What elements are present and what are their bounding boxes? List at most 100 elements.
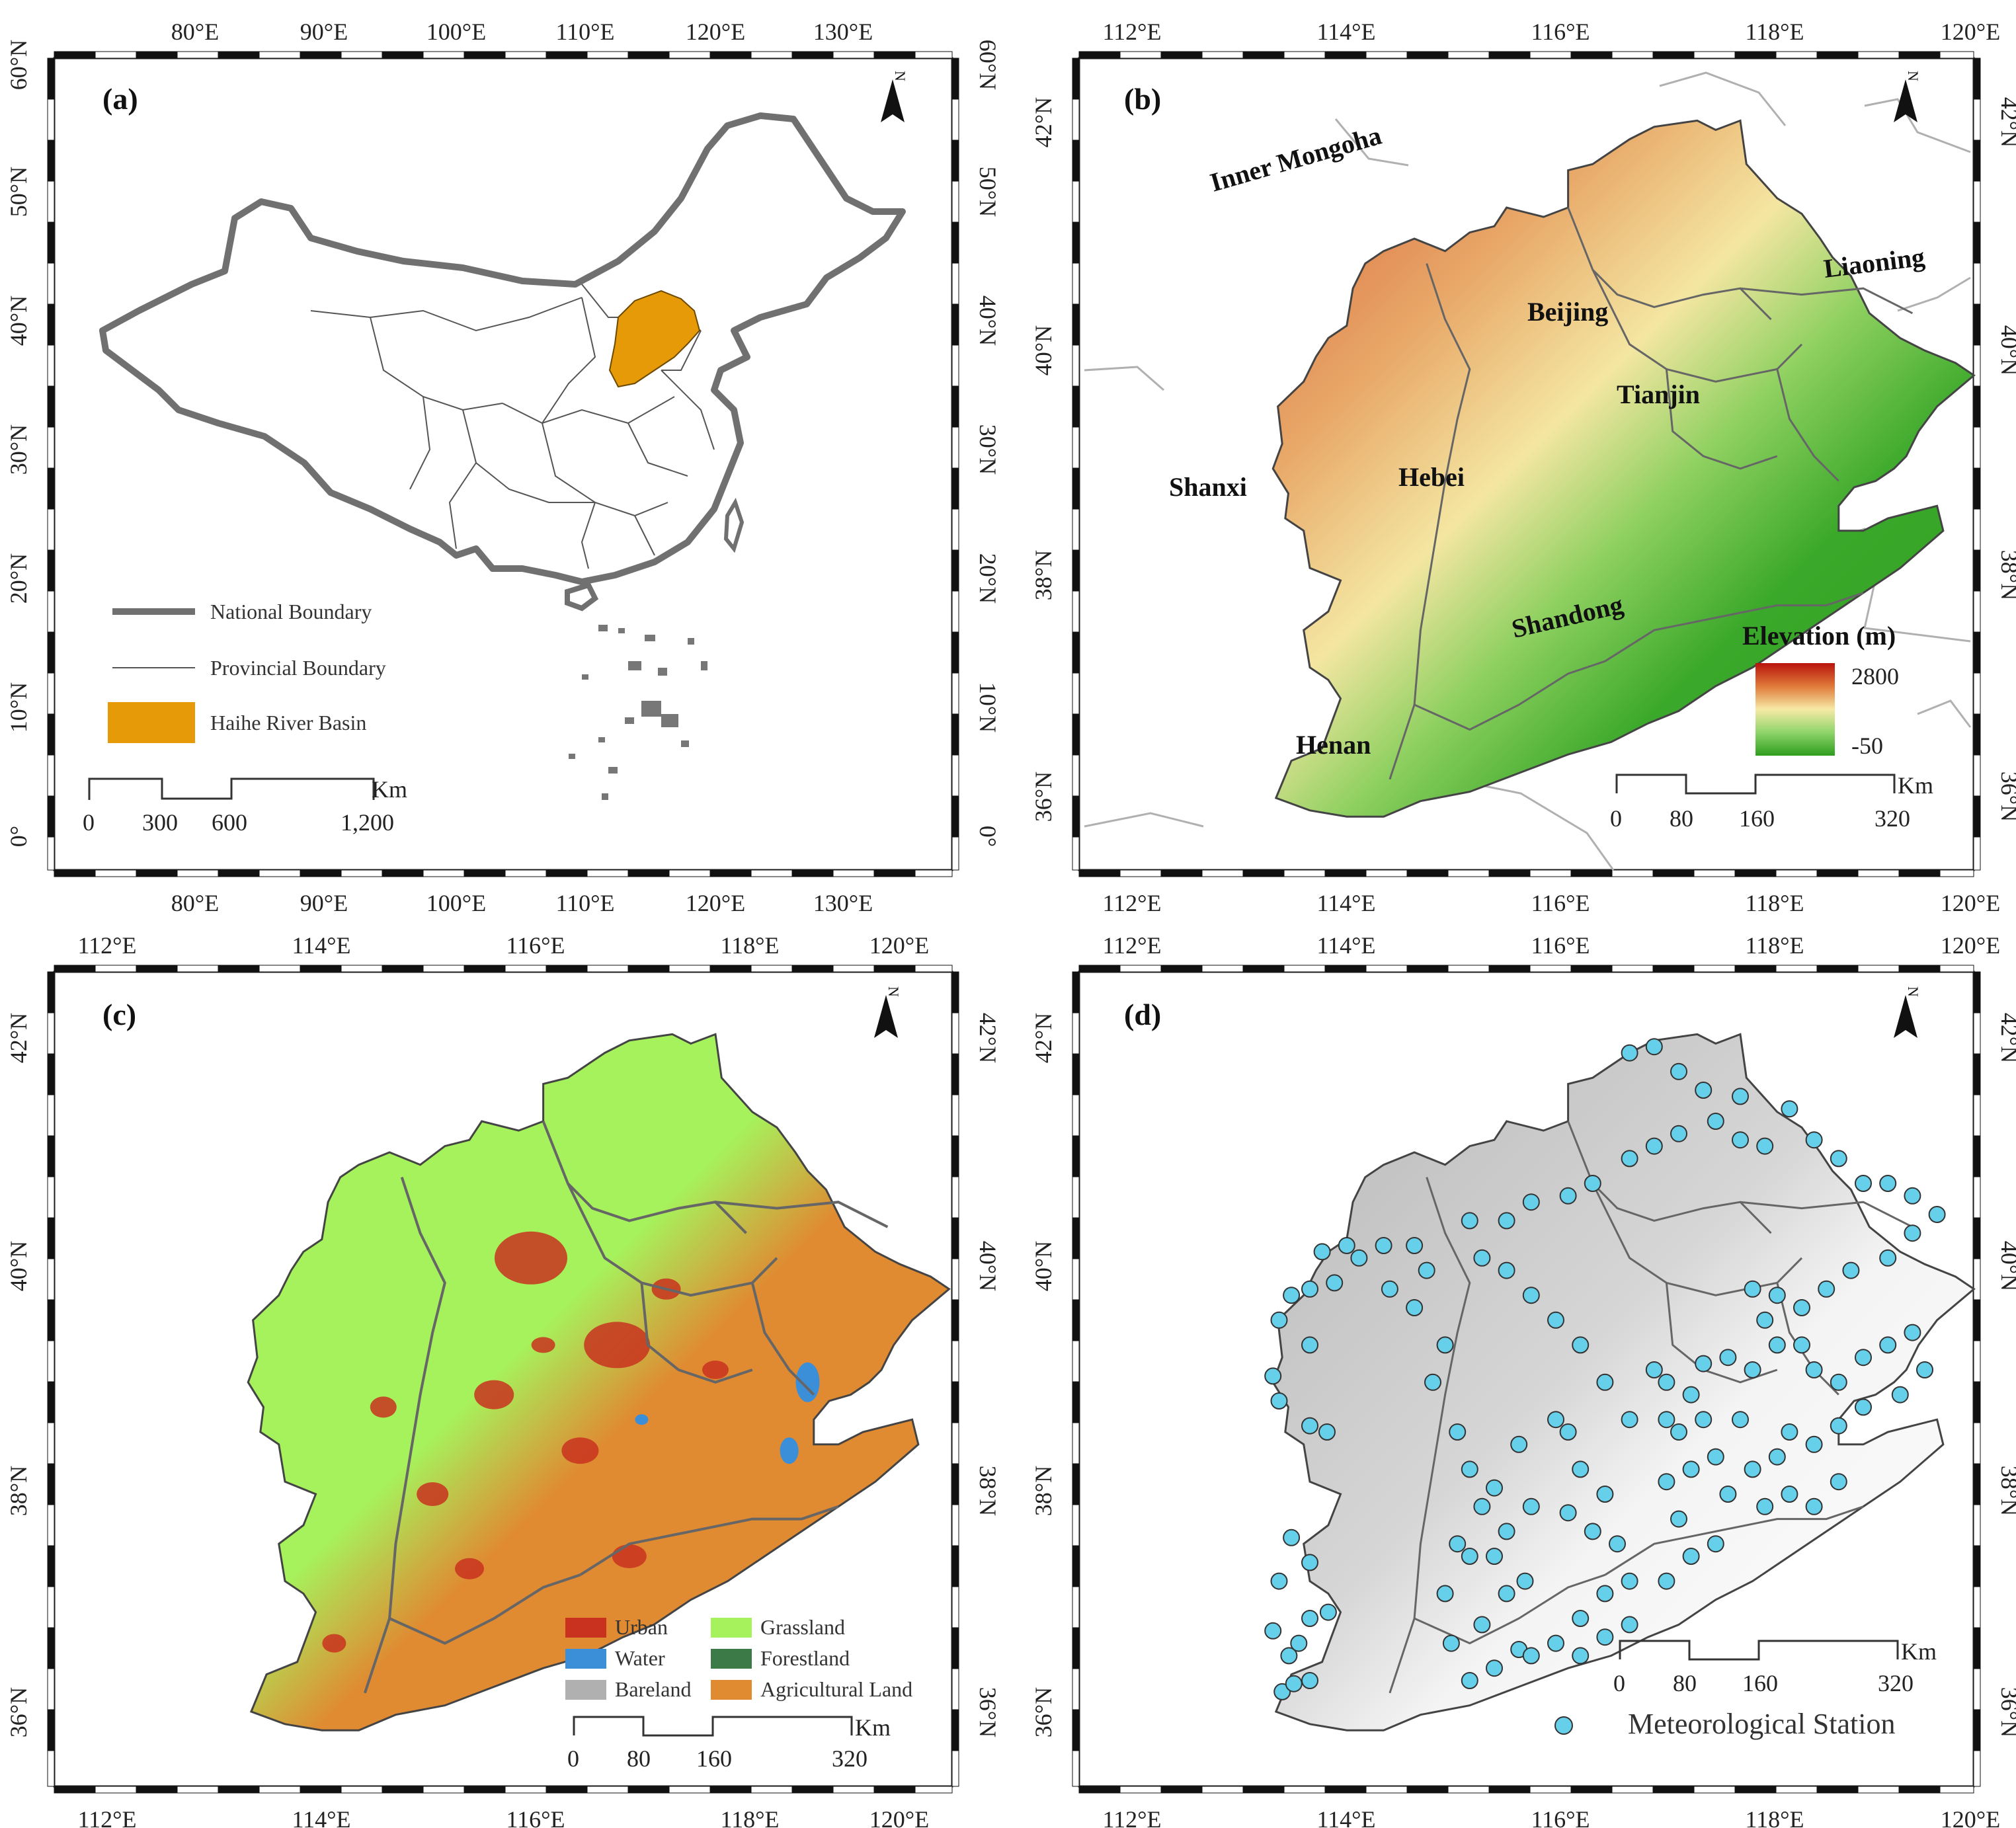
left-tick-label: 38°N	[1030, 1466, 1057, 1516]
station-marker	[1682, 1460, 1700, 1478]
station-marker	[1904, 1187, 1921, 1205]
station-marker	[1842, 1261, 1860, 1279]
station-marker	[1547, 1411, 1564, 1429]
station-markers	[1264, 1038, 1946, 1700]
svg-text:600: 600	[212, 809, 247, 836]
station-marker	[1781, 1423, 1798, 1441]
urban-patches	[322, 1231, 820, 1653]
frame-dashes	[1072, 51, 1981, 877]
provincial-boundary-line	[1604, 1505, 1864, 1576]
station-marker	[1707, 1113, 1724, 1130]
station-marker	[1375, 1237, 1392, 1254]
right-tick-label: 40°N	[1996, 1241, 2016, 1291]
station-marker	[1461, 1212, 1478, 1230]
bottom-tick-label: 80°E	[171, 890, 219, 916]
station-marker	[1522, 1193, 1540, 1211]
station-legend: Meteorological Station	[1554, 1708, 1895, 1740]
provincial-boundary-line	[1414, 660, 1605, 731]
panel-a: 80°E 80°E 90°E 90°E 100°E 100°E 110°E 110°E 120°…	[5, 19, 1001, 916]
region-label-hebei: Hebei	[1398, 462, 1465, 492]
bottom-tick-label: 116°E	[506, 1806, 565, 1828]
tick-labels: 112°E 112°E 114°E 114°E 116°E 116°E 118°E 118°E…	[1030, 932, 2016, 1828]
svg-text:N: N	[1905, 986, 1921, 997]
station-marker	[1442, 1634, 1460, 1652]
bottom-tick-label: 116°E	[1531, 1806, 1590, 1828]
station-marker	[1283, 1529, 1301, 1546]
station-marker	[1350, 1249, 1368, 1267]
svg-text:1,200: 1,200	[341, 809, 394, 836]
station-marker	[1744, 1460, 1761, 1478]
station-marker	[1449, 1535, 1467, 1553]
provincial-boundary-line	[1389, 1177, 1471, 1694]
station-marker	[1793, 1336, 1810, 1354]
panel-d-label: (d)	[1124, 998, 1161, 1031]
legend-bareland: Bareland	[615, 1677, 692, 1701]
frame-dashes	[47, 51, 959, 877]
station-marker	[1879, 1249, 1897, 1267]
provincial-boundary-line	[567, 1183, 778, 1297]
panel-b-label: (b)	[1124, 82, 1161, 116]
station-marker	[1719, 1486, 1737, 1503]
svg-text:N: N	[1905, 71, 1921, 81]
urban-area	[455, 1558, 484, 1579]
legend-swatch-urban	[565, 1618, 606, 1638]
station-marker	[1916, 1361, 1933, 1378]
legend-swatch-water	[565, 1649, 606, 1669]
provincial-boundary-line	[389, 1573, 581, 1645]
bottom-tick-label: 118°E	[1745, 890, 1804, 916]
station-marker	[1596, 1628, 1614, 1646]
top-tick-label: 120°E	[1941, 932, 2000, 959]
svg-text:0: 0	[83, 809, 95, 836]
station-marker	[1418, 1261, 1435, 1279]
north-arrow: N	[881, 71, 908, 122]
left-tick-label: 42°N	[1030, 97, 1057, 147]
left-tick-label: 50°N	[5, 167, 32, 217]
station-marker	[1756, 1497, 1774, 1515]
station-marker	[1584, 1523, 1601, 1540]
urban-area	[495, 1231, 567, 1285]
station-marker	[1719, 1349, 1737, 1367]
station-marker	[1621, 1411, 1638, 1429]
elevation-min: -50	[1851, 733, 1883, 759]
station-marker	[1319, 1603, 1337, 1621]
top-tick-label: 120°E	[686, 19, 745, 45]
landuse-legend: Urban Grassland Water Forestland Barelan…	[565, 1615, 912, 1701]
station-marker	[1572, 1647, 1590, 1665]
bottom-tick-label: 120°E	[1941, 890, 2000, 916]
svg-text:N: N	[892, 71, 908, 81]
top-tick-label: 100°E	[426, 19, 486, 45]
top-tick-label: 110°E	[555, 19, 614, 45]
frame-dashes	[1072, 965, 1981, 1794]
svg-text:320: 320	[832, 1745, 867, 1772]
svg-text:Km: Km	[1901, 1638, 1937, 1665]
legend-swatch-agricultural	[711, 1680, 752, 1700]
left-tick-label: 0°	[5, 826, 32, 847]
bottom-tick-label: 112°E	[77, 1806, 136, 1828]
elevation-legend-title: Elevation (m)	[1742, 621, 1896, 651]
station-marker	[1818, 1280, 1835, 1298]
right-tick-label: 38°N	[1996, 550, 2016, 600]
bottom-tick-label: 130°E	[813, 890, 873, 916]
station-marker	[1670, 1510, 1687, 1528]
station-marker	[1621, 1044, 1638, 1062]
station-marker	[1301, 1336, 1318, 1354]
bottom-tick-label: 116°E	[1531, 890, 1590, 916]
station-marker	[1406, 1299, 1424, 1316]
tick-labels: 112°E 112°E 114°E 114°E 116°E 116°E 118°E 118°E…	[1030, 19, 2016, 916]
left-tick-label: 10°N	[5, 682, 32, 733]
legend-haihe-basin: Haihe River Basin	[210, 711, 366, 735]
station-marker	[1559, 1504, 1577, 1522]
hainan-island	[565, 582, 599, 612]
station-marker	[1855, 1398, 1872, 1416]
station-marker	[1338, 1237, 1355, 1254]
station-marker	[1830, 1417, 1847, 1435]
top-tick-label: 116°E	[1531, 19, 1590, 45]
bottom-tick-label: 114°E	[1316, 1806, 1375, 1828]
station-marker	[1596, 1373, 1614, 1391]
svg-text:0: 0	[1613, 1670, 1625, 1696]
station-marker	[1904, 1324, 1921, 1341]
provincial-boundary-line	[364, 1176, 446, 1694]
station-marker	[1473, 1497, 1491, 1515]
station-marker	[1768, 1448, 1786, 1466]
station-marker	[1805, 1361, 1823, 1378]
